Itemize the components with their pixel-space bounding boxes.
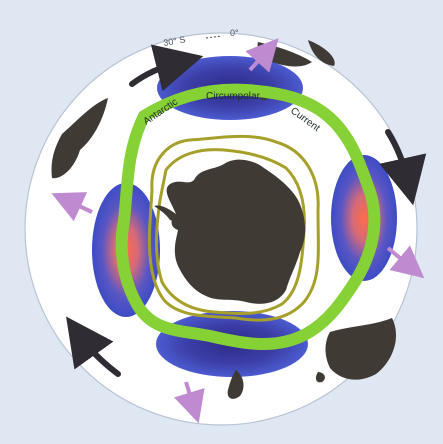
arrow-icon: [386, 245, 425, 279]
curved-arrow-icon: [379, 129, 427, 206]
land-antarctic-peninsula: [154, 205, 176, 221]
front-outer: [147, 134, 320, 322]
arrow-icon: [51, 192, 93, 222]
graticule-dash: [205, 35, 223, 39]
land-australia: [325, 318, 397, 380]
outflow-arrows: [51, 38, 425, 424]
curved-arrow-icon: [66, 316, 121, 377]
label-0-degrees: 0°: [230, 28, 239, 38]
front-inner: [155, 148, 306, 315]
land-new-zealand: [227, 370, 244, 399]
arrow-icon: [245, 38, 279, 73]
land-africa-east: [308, 40, 335, 66]
land-island-small-1: [315, 372, 325, 383]
polar-fronts: [147, 134, 320, 322]
acc-band: [115, 83, 381, 351]
arrow-icon: [174, 381, 205, 424]
land-south-america: [51, 98, 108, 179]
curved-arrow-icon: [129, 44, 204, 92]
label-circumpolar: Circumpolar: [206, 91, 261, 102]
land-antarctica: [166, 159, 306, 304]
continents: [51, 40, 397, 399]
circulation-arrows: [66, 44, 427, 377]
